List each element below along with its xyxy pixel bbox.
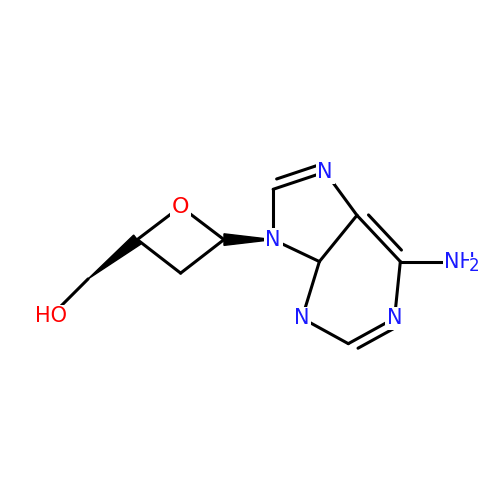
Text: NH: NH — [444, 252, 475, 272]
Text: 2: 2 — [469, 257, 480, 275]
Polygon shape — [224, 234, 273, 245]
Text: N: N — [266, 230, 281, 250]
Text: HO: HO — [34, 306, 66, 326]
Text: N: N — [387, 308, 402, 328]
Text: N: N — [318, 162, 333, 182]
Text: N: N — [294, 308, 310, 328]
Text: O: O — [172, 196, 190, 216]
Polygon shape — [88, 235, 141, 279]
